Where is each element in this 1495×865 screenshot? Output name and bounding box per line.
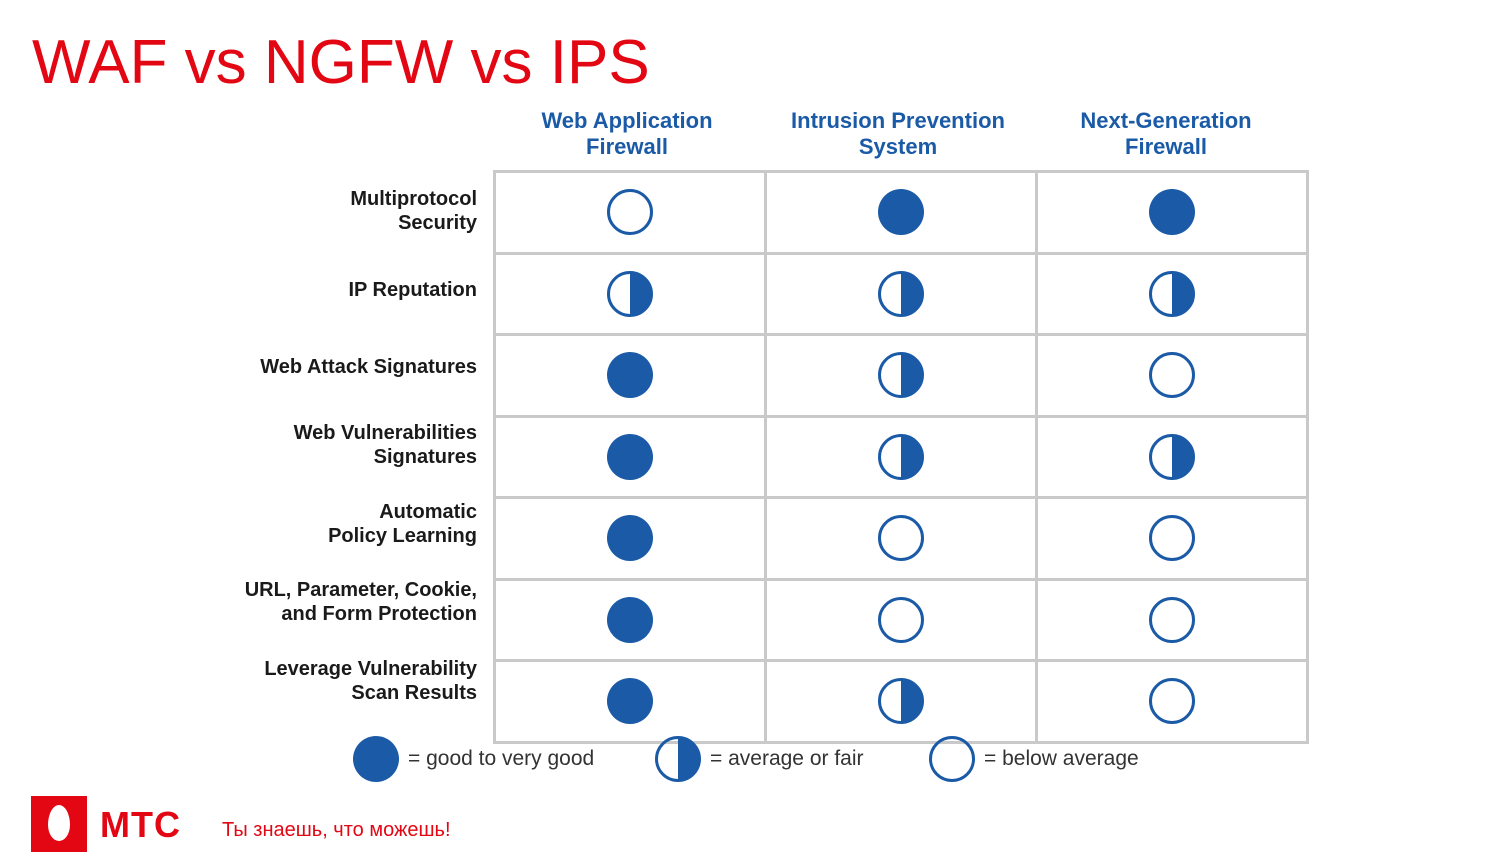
column-header: Next-Generation Firewall (1080, 108, 1252, 159)
half-circle-icon (1149, 433, 1195, 480)
table-cell (1038, 417, 1306, 496)
table-cell (1038, 662, 1306, 741)
legend-text: = average or fair (710, 747, 864, 770)
row-label: IP Reputation (348, 279, 477, 301)
table-cell (767, 336, 1035, 415)
filled-circle-icon (607, 596, 653, 643)
mts-logo-icon (31, 796, 87, 852)
table-cell (767, 499, 1035, 578)
logo-text: МТС (100, 804, 181, 845)
table-cell (767, 662, 1035, 741)
empty-circle-icon (1149, 596, 1195, 643)
legend-item: = average or fair (654, 735, 864, 783)
filled-circle-icon (607, 433, 653, 480)
legend-item: = below average (928, 735, 1139, 783)
empty-circle-icon (929, 736, 975, 782)
filled-circle-icon (607, 352, 653, 399)
filled-circle-icon (878, 189, 924, 236)
half-circle-icon (878, 270, 924, 317)
row-label: Web Vulnerabilities Signatures (293, 422, 477, 468)
table-cell (1038, 580, 1306, 659)
table-cell (496, 417, 764, 496)
half-circle-icon (878, 433, 924, 480)
table-cell (1038, 336, 1306, 415)
half-circle-icon (878, 678, 924, 725)
table-cell (496, 254, 764, 333)
slogan: Ты знаешь, что можешь! (222, 819, 451, 841)
half-circle-icon (607, 270, 653, 317)
empty-circle-icon (878, 596, 924, 643)
table-cell (496, 499, 764, 578)
empty-circle-icon (1149, 515, 1195, 562)
logo-egg-shape (48, 805, 70, 841)
half-circle-icon (655, 736, 701, 782)
filled-circle-icon (1149, 189, 1195, 236)
column-header: Intrusion Prevention System (791, 108, 1005, 159)
filled-circle-icon (607, 678, 653, 725)
legend-text: = below average (984, 747, 1139, 770)
table-cell (767, 173, 1035, 252)
column-header: Web Application Firewall (541, 108, 713, 159)
empty-circle-icon (1149, 678, 1195, 725)
row-label: URL, Parameter, Cookie, and Form Protect… (244, 579, 477, 625)
legend-item: = good to very good (352, 735, 594, 783)
row-label: Multiprotocol Security (350, 188, 477, 234)
table-cell (767, 580, 1035, 659)
filled-circle-icon (353, 736, 399, 782)
half-circle-icon (878, 352, 924, 399)
filled-circle-icon (607, 515, 653, 562)
empty-circle-icon (878, 515, 924, 562)
comparison-table (493, 170, 1309, 744)
table-cell (496, 336, 764, 415)
row-label: Web Attack Signatures (260, 356, 477, 378)
table-cell (767, 417, 1035, 496)
empty-circle-icon (1149, 352, 1195, 399)
legend-text: = good to very good (408, 747, 595, 770)
empty-circle-icon (607, 189, 653, 236)
table-cell (496, 173, 764, 252)
table-cell (1038, 499, 1306, 578)
table-cell (496, 580, 764, 659)
page-title: WAF vs NGFW vs IPS (32, 28, 650, 97)
table-cell (496, 662, 764, 741)
row-label: Leverage Vulnerability Scan Results (264, 658, 477, 704)
table-cell (767, 254, 1035, 333)
table-cell (1038, 173, 1306, 252)
table-cell (1038, 254, 1306, 333)
half-circle-icon (1149, 270, 1195, 317)
row-label: Automatic Policy Learning (328, 501, 477, 547)
